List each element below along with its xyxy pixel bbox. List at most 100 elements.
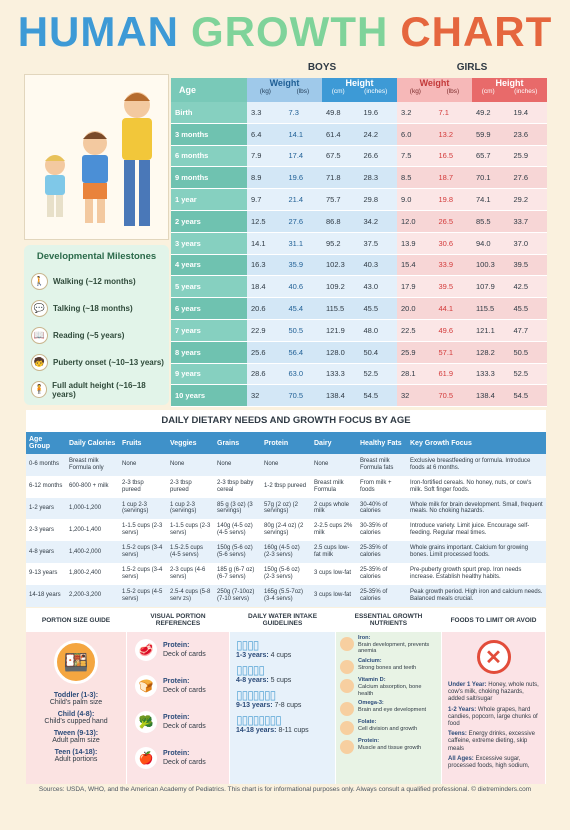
growth-value-cell: 26.6 xyxy=(359,145,397,167)
growth-value-cell: 14.1 xyxy=(284,123,322,145)
unit-inches: (inches) xyxy=(364,88,388,95)
col-veggies: Veggies xyxy=(170,439,197,447)
visual-title: VISUAL PORTION REFERENCES xyxy=(127,608,229,632)
water-item: 9-13 years: 7-8 cups xyxy=(236,702,329,709)
growth-age-cell: Birth xyxy=(171,102,247,123)
dietary-rows: 0-6 months Breast milk Formula only None No… xyxy=(26,454,546,607)
col-focus: Key Growth Focus xyxy=(410,439,472,447)
dietary-cell: Iron-fortified cereals. No honey, nuts, … xyxy=(410,479,532,493)
growth-value-cell: 25.6 xyxy=(247,341,285,363)
water-label: 1-3 years: xyxy=(236,652,269,659)
reference-text: Deck of cards xyxy=(163,723,206,730)
growth-value-cell: 70.5 xyxy=(434,385,472,407)
nutrient-label: Vitamin D: xyxy=(358,677,386,684)
growth-value-cell: 74.1 xyxy=(472,189,510,210)
nutrient-item: Folate: Cell division and growth xyxy=(336,716,441,736)
dietary-row: 4-8 years 1,400-2,000 1.5-2 cups (3-4 serv… xyxy=(26,541,546,563)
prohibited-icon: ✕ xyxy=(476,640,511,674)
growth-value-cell: 50.5 xyxy=(509,341,547,363)
reference-text: Deck of cards xyxy=(163,759,206,766)
dietary-cell: Introduce variety. Limit juice. Encourag… xyxy=(410,523,530,537)
dietary-cell: 1-1.5 cups (2-3 servs) xyxy=(170,523,211,537)
dietary-cell: 2 cups whole milk xyxy=(314,501,350,515)
milestone-item: 🧍 Full adult height (~16–18 years) xyxy=(28,376,165,403)
avoid-item: All Ages: Excessive sugar, processed foo… xyxy=(442,756,545,770)
nutrient-item: Omega-3: Brain and eye development xyxy=(336,697,441,717)
dietary-cell: 1-2 tbsp pureed xyxy=(264,483,307,490)
dietary-cell: 1 cup 2-3 (servings) xyxy=(170,501,197,515)
avoid-label: 1-2 Years: xyxy=(448,706,477,713)
water-label: 14-18 years: xyxy=(236,727,277,734)
growth-value-cell: 22.5 xyxy=(397,319,435,341)
growth-value-cell: 3.2 xyxy=(397,102,435,123)
speech-icon: 💬 xyxy=(31,300,48,317)
growth-age-cell: 10 years xyxy=(171,385,247,407)
growth-value-cell: 85.5 xyxy=(472,210,510,232)
nutrients-panel: ESSENTIAL GROWTH NUTRIENTS Iron: Brain de… xyxy=(336,608,442,784)
growth-value-cell: 49.2 xyxy=(472,102,510,123)
dietary-cell: 1-1.5 cups (2-3 servs) xyxy=(122,523,163,537)
dietary-cell: 2-3 cups (4-6 servs) xyxy=(170,566,206,580)
water-cups-icon: ▯▯▯▯▯▯▯▯ xyxy=(236,713,282,727)
growth-age-cell: 2 years xyxy=(171,210,247,232)
growth-age-cell: 4 years xyxy=(171,254,247,276)
meat-icon xyxy=(340,740,354,755)
vegetable-icon: 🥦 xyxy=(135,711,157,733)
boys-height-label: Height xyxy=(345,78,374,88)
reference-text: Deck of cards xyxy=(163,687,206,694)
growth-value-cell: 107.9 xyxy=(472,276,510,298)
water-item: 4-8 years: 5 cups xyxy=(236,677,329,684)
dietary-cell: 0-6 months xyxy=(29,461,60,468)
dietary-cell: 80g (2-4 oz) (2 servings) xyxy=(264,523,304,537)
dietary-cell: None xyxy=(314,461,329,468)
growth-row: 2 years 12.5 27.6 86.8 34.2 12.0 26.5 85.5 33.7 xyxy=(171,210,547,233)
dietary-cell: 14-18 years xyxy=(29,592,61,599)
growth-row: 8 years 25.6 56.4 128.0 50.4 25.9 57.1 128.2 50.… xyxy=(171,341,547,364)
growth-value-cell: 19.4 xyxy=(509,102,547,123)
growth-value-cell: 61.4 xyxy=(322,123,360,145)
portion-item: Toddler (1-3): Child's palm size xyxy=(26,692,126,706)
unit-inches: (inches) xyxy=(514,88,538,95)
title-word-growth: GROWTH xyxy=(191,8,389,55)
dietary-cell: 1,800-2,400 xyxy=(69,570,102,577)
growth-value-cell: 15.4 xyxy=(397,254,435,276)
growth-value-cell: 109.2 xyxy=(322,276,360,298)
food-tray-icon: 🍱 xyxy=(54,640,98,684)
bread-icon: 🍞 xyxy=(135,675,157,697)
reference-item: 🍎 Protein: Deck of cards xyxy=(127,740,229,776)
growth-value-cell: 45.4 xyxy=(284,298,322,319)
growth-value-cell: 17.4 xyxy=(284,145,322,167)
dietary-cell: 9-13 years xyxy=(29,570,58,577)
dietary-cell: 1.5-2 cups (4-5 servs) xyxy=(122,588,163,602)
growth-value-cell: 31.1 xyxy=(284,232,322,254)
nutrient-label: Folate: xyxy=(358,719,377,726)
growth-row: 6 years 20.6 45.4 115.5 45.5 20.0 44.1 115.5 45.… xyxy=(171,298,547,320)
growth-age-cell: 1 year xyxy=(171,189,247,210)
water-text: 7-8 cups xyxy=(274,702,302,709)
dietary-cell: 2,200-3,200 xyxy=(69,592,102,599)
dietary-cell: 25-35% of calories xyxy=(360,588,388,602)
growth-value-cell: 133.3 xyxy=(322,363,360,385)
girls-height-label: Height xyxy=(495,78,524,88)
growth-value-cell: 13.2 xyxy=(434,123,472,145)
dietary-cell: 4-8 years xyxy=(29,548,55,555)
growth-value-cell: 44.1 xyxy=(434,298,472,319)
growth-value-cell: 49.6 xyxy=(434,319,472,341)
footer-sources: Sources: USDA, WHO, and the American Aca… xyxy=(38,786,532,793)
growth-value-cell: 94.0 xyxy=(472,232,510,254)
dietary-cell: 2-3 tbsp pureed xyxy=(122,479,144,493)
growth-value-cell: 128.2 xyxy=(472,341,510,363)
portion-item: Tween (9-13): Adult palm size xyxy=(26,730,126,744)
growth-value-cell: 26.5 xyxy=(434,210,472,232)
milestone-label: Walking (~12 months) xyxy=(53,277,136,286)
milestone-label: Talking (~18 months) xyxy=(53,304,133,313)
dietary-cell: 2-2.5 cups 2% milk xyxy=(314,523,353,537)
nutrient-label: Omega-3: xyxy=(358,700,384,707)
growth-row: 7 years 22.9 50.5 121.9 48.0 22.5 49.6 121.1 47.… xyxy=(171,319,547,342)
growth-value-cell: 37.5 xyxy=(359,232,397,254)
growth-value-cell: 28.3 xyxy=(359,167,397,189)
nutrients-title: ESSENTIAL GROWTH NUTRIENTS xyxy=(336,608,441,632)
avoid-title: FOODS TO LIMIT OR AVOID xyxy=(442,608,545,632)
dietary-cell: Breast milk Formula xyxy=(314,479,344,493)
growth-age-cell: 8 years xyxy=(171,341,247,363)
